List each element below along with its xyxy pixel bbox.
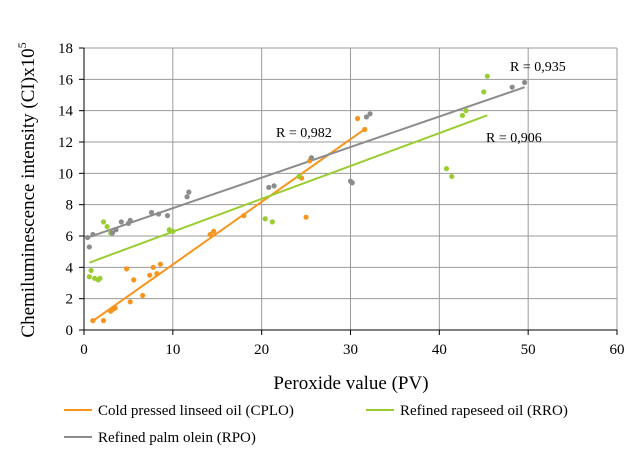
data-point-cplo	[112, 305, 118, 311]
data-point-rpo	[308, 155, 315, 161]
x-tick-label: 30	[343, 342, 358, 358]
y-tick-label: 16	[58, 72, 74, 88]
data-point-cplo	[150, 264, 156, 270]
data-point-rpo	[127, 217, 133, 223]
data-point-rpo	[156, 211, 162, 217]
data-points	[84, 73, 528, 324]
data-point-rpo	[186, 189, 192, 195]
data-point-rpo	[271, 183, 277, 189]
data-point-rpo	[349, 180, 355, 186]
data-point-rro	[296, 173, 302, 180]
labels: Peroxide value (PV) Chemiluminescence in…	[15, 42, 566, 394]
y-axis-title-exponent: 5	[15, 42, 29, 48]
data-point-cplo	[147, 272, 153, 278]
data-point-rpo	[118, 219, 124, 225]
grid	[84, 47, 618, 330]
data-point-rro	[86, 274, 92, 280]
data-point-rpo	[522, 79, 528, 86]
x-tick-label: 0	[80, 342, 88, 358]
x-tick-label: 20	[254, 342, 269, 358]
data-point-rpo	[109, 230, 116, 236]
data-point-cplo	[90, 318, 96, 324]
y-tick-label: 4	[66, 260, 74, 276]
data-point-cplo	[157, 261, 163, 267]
y-tick-label: 6	[66, 229, 74, 245]
r-label-cplo: R = 0,982	[276, 126, 332, 141]
trendline-rro	[88, 114, 488, 264]
data-point-cplo	[140, 292, 146, 299]
trendline-cplo	[90, 127, 368, 323]
y-tick-label: 0	[66, 323, 74, 339]
data-point-cplo	[211, 228, 217, 234]
y-tick-label: 14	[58, 104, 74, 120]
legend-label-cplo: Cold pressed linseed oil (CPLO)	[98, 403, 294, 419]
legend: Cold pressed linseed oil (CPLO) Refined …	[64, 403, 568, 446]
data-point-cplo	[362, 126, 368, 133]
data-point-rro	[449, 173, 455, 180]
data-point-rro	[88, 267, 94, 274]
y-axis-title: Chemiluminescence intensity (CI)x105	[15, 42, 39, 337]
data-point-cplo	[154, 271, 160, 277]
data-point-rpo	[86, 244, 92, 250]
y-tick-label: 12	[58, 135, 73, 151]
data-point-cplo	[303, 214, 309, 220]
data-point-rro	[104, 224, 110, 230]
y-tick-label: 18	[58, 41, 73, 57]
y-axis-title-group: Chemiluminescence intensity (CI)x105	[15, 42, 39, 337]
data-point-rro	[262, 216, 268, 222]
data-point-cplo	[127, 299, 133, 305]
y-axis-title-main: Chemiluminescence intensity (CI)x10	[18, 48, 39, 337]
data-point-rpo	[164, 213, 171, 219]
data-point-cplo	[131, 277, 137, 283]
x-tick-label: 60	[610, 342, 625, 358]
data-point-cplo	[355, 115, 361, 122]
y-tick-label: 2	[66, 292, 74, 308]
data-point-rpo	[266, 184, 272, 191]
r-label-rpo: R = 0,935	[510, 60, 566, 75]
data-point-rpo	[509, 84, 515, 90]
legend-label-rro: Refined rapeseed oil (RRO)	[400, 403, 568, 419]
y-tick-label: 10	[58, 166, 73, 182]
x-tick-label: 50	[521, 342, 536, 358]
data-point-rro	[100, 219, 107, 225]
data-point-rro	[463, 108, 469, 114]
data-point-rpo	[148, 209, 155, 216]
data-point-rpo	[367, 111, 373, 117]
data-point-rpo	[113, 227, 119, 233]
data-point-rpo	[90, 231, 96, 238]
data-point-cplo	[241, 213, 247, 219]
data-point-rro	[484, 73, 490, 79]
y-tick-label: 8	[66, 198, 74, 214]
data-point-rro	[269, 219, 275, 225]
data-point-rro	[170, 228, 176, 234]
data-point-cplo	[100, 318, 107, 324]
data-point-rpo	[84, 234, 91, 241]
x-tick-label: 40	[432, 342, 447, 358]
data-point-rpo	[363, 114, 370, 120]
x-tick-label: 10	[165, 342, 180, 358]
r-label-rro: R = 0,906	[486, 131, 542, 146]
data-point-rro	[481, 89, 487, 95]
legend-label-rpo: Refined palm olein (RPO)	[98, 430, 256, 446]
x-axis-title: Peroxide value (PV)	[273, 373, 428, 394]
data-point-cplo	[207, 231, 213, 238]
axes: 0 10 20 30 40 50 60 0 2 4 6 8 10 12 14 16 18	[58, 41, 625, 358]
data-point-rro	[459, 112, 466, 118]
data-point-cplo	[124, 266, 130, 272]
data-point-rro	[443, 166, 450, 172]
data-point-rro	[97, 275, 103, 281]
data-point-rpo	[184, 194, 190, 200]
